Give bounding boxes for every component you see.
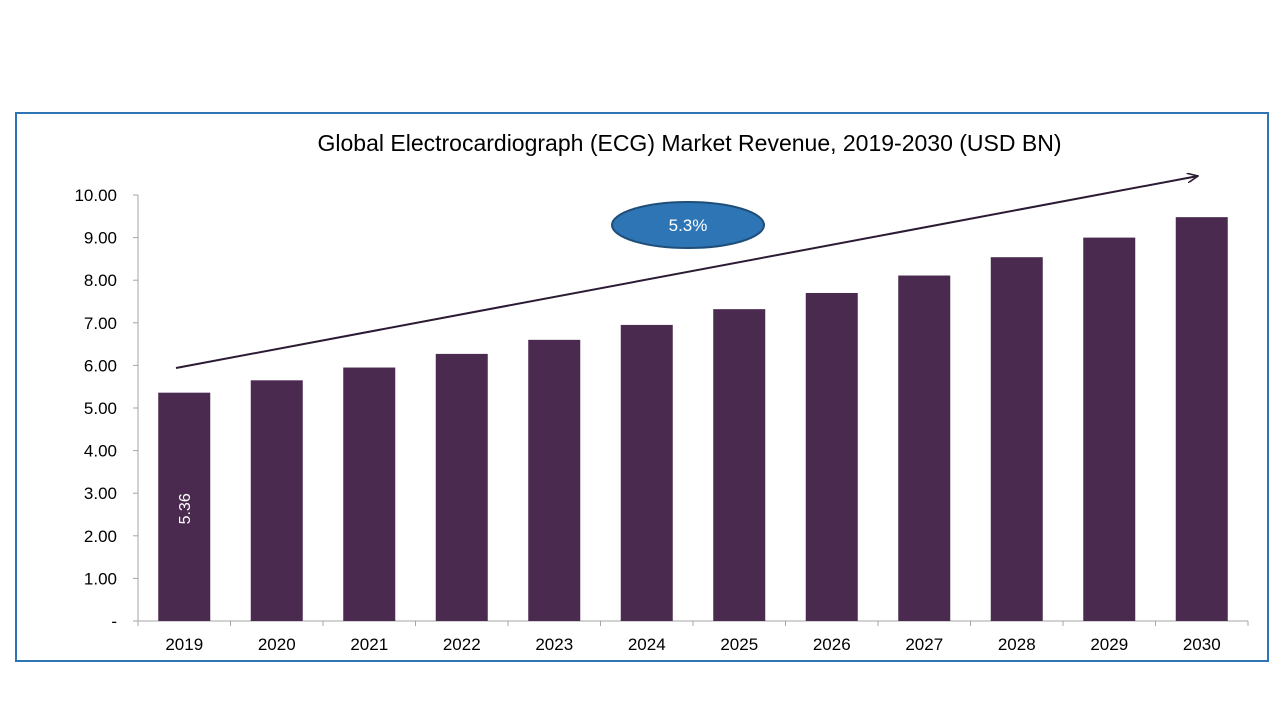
- chart-frame: [15, 112, 1269, 662]
- x-tick-label: 2025: [720, 635, 758, 654]
- y-axis: - 1.00 2.00 3.00 4.00 5.00 6.00 7.00 8.00 9.00 10.…: [74, 186, 139, 631]
- x-tick-label: 2019: [165, 635, 203, 654]
- bar-2024: [620, 324, 673, 621]
- y-tick-label: 5.00: [84, 399, 117, 418]
- bar-2026: [805, 292, 858, 621]
- bar-2020: [250, 380, 303, 621]
- x-tick-label: 2023: [535, 635, 573, 654]
- bar-2022: [435, 353, 488, 621]
- x-tick-label: 2027: [905, 635, 943, 654]
- chart-title: Global Electrocardiograph (ECG) Market R…: [317, 130, 1062, 156]
- y-tick-label: 1.00: [84, 569, 117, 588]
- y-tick-label: 3.00: [84, 484, 117, 503]
- y-tick-label: 4.00: [84, 442, 117, 461]
- y-tick-label: 6.00: [84, 356, 117, 375]
- x-tick-label: 2030: [1183, 635, 1221, 654]
- y-tick-label: 7.00: [84, 314, 117, 333]
- x-tick-label: 2028: [998, 635, 1036, 654]
- bar-2019: [158, 392, 211, 621]
- bars: [158, 217, 1228, 622]
- y-tick-label: 9.00: [84, 229, 117, 248]
- bar-2027: [898, 275, 951, 621]
- trend-arrow: [175, 176, 1198, 369]
- y-tick-label: 10.00: [74, 186, 117, 205]
- y-tick-label: -: [111, 612, 117, 631]
- y-tick-label: 8.00: [84, 271, 117, 290]
- y-tick-label: 2.00: [84, 527, 117, 546]
- x-axis: 2019 2020 2021 2022 2023 2024 2025 2026 2027 2028…: [137, 620, 1249, 654]
- x-tick-label: 2029: [1090, 635, 1128, 654]
- bar-2030: [1175, 217, 1228, 622]
- x-tick-label: 2022: [443, 635, 481, 654]
- x-tick-label: 2020: [258, 635, 296, 654]
- cagr-ellipse: [611, 201, 765, 249]
- x-tick-label: 2024: [628, 635, 666, 654]
- data-labels: 5.36: [177, 493, 194, 524]
- bar-2029: [1083, 237, 1136, 621]
- bar-2028: [990, 257, 1043, 621]
- cagr-label: 5.3%: [669, 216, 708, 235]
- bar-2021: [343, 367, 396, 621]
- cagr-annotation: 5.3%: [175, 176, 1198, 369]
- bar-2025: [713, 309, 766, 621]
- x-tick-label: 2021: [350, 635, 388, 654]
- bar-2023: [528, 339, 581, 621]
- x-tick-label: 2026: [813, 635, 851, 654]
- data-label: 5.36: [177, 493, 194, 524]
